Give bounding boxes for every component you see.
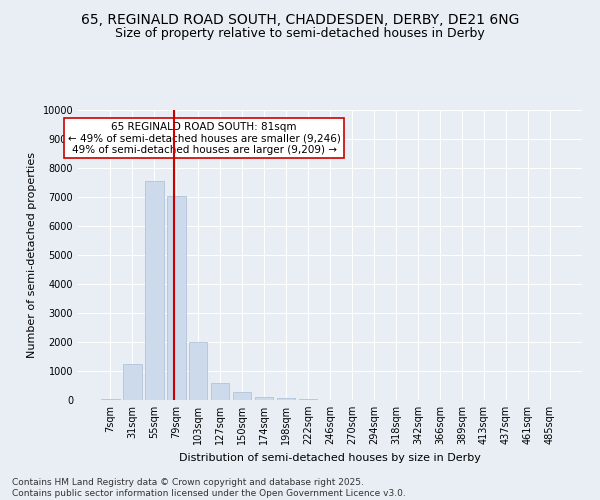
Bar	[277, 398, 295, 400]
Bar	[211, 383, 229, 400]
Text: 65, REGINALD ROAD SOUTH, CHADDESDEN, DERBY, DE21 6NG: 65, REGINALD ROAD SOUTH, CHADDESDEN, DER…	[81, 12, 519, 26]
Text: Contains HM Land Registry data © Crown copyright and database right 2025.
Contai: Contains HM Land Registry data © Crown c…	[12, 478, 406, 498]
Bar	[123, 364, 142, 400]
Bar	[255, 396, 274, 400]
Bar	[167, 196, 185, 400]
Text: 65 REGINALD ROAD SOUTH: 81sqm
← 49% of semi-detached houses are smaller (9,246)
: 65 REGINALD ROAD SOUTH: 81sqm ← 49% of s…	[68, 122, 340, 155]
Y-axis label: Number of semi-detached properties: Number of semi-detached properties	[27, 152, 37, 358]
Bar	[145, 181, 164, 400]
Bar	[299, 398, 317, 400]
Bar	[189, 342, 208, 400]
X-axis label: Distribution of semi-detached houses by size in Derby: Distribution of semi-detached houses by …	[179, 452, 481, 462]
Text: Size of property relative to semi-detached houses in Derby: Size of property relative to semi-detach…	[115, 28, 485, 40]
Bar	[101, 399, 119, 400]
Bar	[233, 392, 251, 400]
